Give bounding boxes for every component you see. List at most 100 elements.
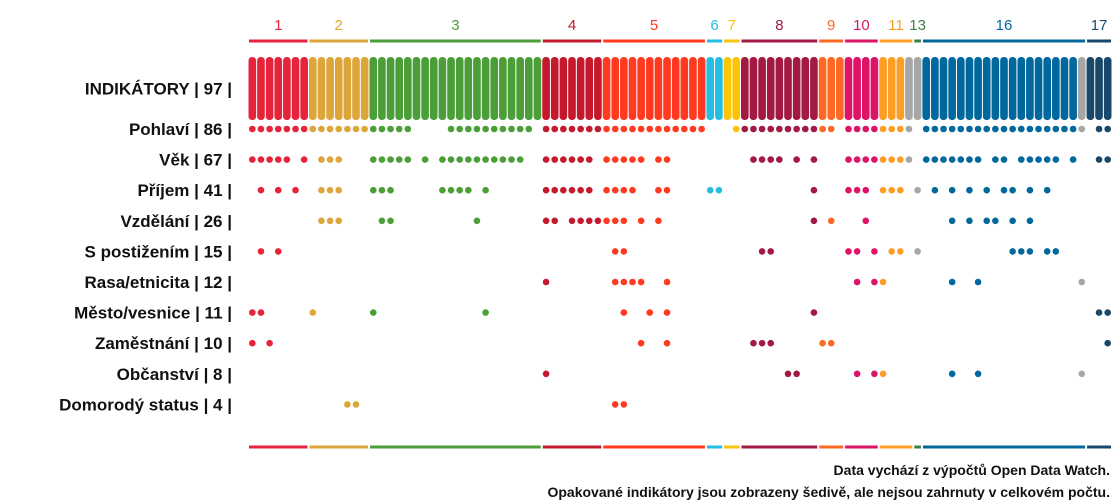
dot	[611, 278, 619, 286]
dot	[655, 186, 662, 194]
dot	[1009, 125, 1016, 133]
dot	[1009, 186, 1016, 194]
indicator-segment	[291, 57, 300, 120]
dot	[888, 186, 895, 194]
dot	[810, 217, 818, 225]
dot	[810, 186, 818, 194]
indicator-segment	[1017, 57, 1026, 120]
dot	[1095, 156, 1103, 163]
indicator-segment	[464, 57, 473, 120]
dot	[542, 370, 550, 378]
dot	[603, 217, 610, 225]
dot	[706, 186, 714, 194]
indicator-segment	[1086, 57, 1095, 120]
dot	[1026, 156, 1034, 163]
dot	[992, 217, 999, 225]
goal-number-13: 13	[909, 17, 926, 34]
dot	[551, 217, 559, 225]
dot	[318, 125, 325, 133]
dot	[655, 217, 662, 225]
indicator-segment	[758, 57, 766, 120]
dot	[300, 156, 308, 163]
dot	[309, 309, 317, 316]
dot	[888, 125, 895, 133]
row-label-zamestnani-10: Zaměstnání | 10 |	[95, 334, 232, 353]
dot	[1061, 125, 1068, 133]
dot	[672, 125, 679, 133]
dot	[1009, 248, 1016, 255]
dot	[335, 186, 343, 194]
indicator-segment	[386, 57, 395, 120]
dot	[361, 125, 368, 133]
dot	[387, 186, 394, 194]
dot	[663, 186, 671, 194]
indicator-segment	[732, 57, 740, 120]
dot	[542, 186, 550, 194]
dot	[827, 339, 835, 347]
dot	[827, 217, 835, 225]
dot	[845, 156, 852, 163]
dot	[1095, 309, 1103, 316]
dot	[378, 217, 386, 225]
dot	[326, 217, 334, 225]
dot	[914, 248, 921, 255]
indicator-bar	[248, 57, 1112, 120]
dot	[966, 186, 973, 194]
dot	[603, 156, 610, 163]
dot	[611, 217, 619, 225]
dot	[292, 125, 299, 133]
indicator-segment	[594, 57, 602, 120]
dot	[974, 125, 982, 133]
goal-number-1: 1	[274, 17, 282, 34]
dot	[456, 156, 463, 163]
dot	[465, 186, 472, 194]
dot	[516, 156, 524, 163]
dot	[948, 186, 956, 194]
dot	[758, 156, 766, 163]
dot	[767, 125, 775, 133]
dot	[741, 125, 749, 133]
indicator-segment	[1095, 57, 1103, 120]
dot	[620, 401, 628, 408]
dot	[499, 156, 507, 163]
dot	[257, 125, 265, 133]
dot	[369, 156, 377, 163]
dot	[1043, 156, 1051, 163]
indicator-segment	[671, 57, 680, 120]
dot	[344, 401, 351, 408]
indicator-segment	[620, 57, 628, 120]
dot	[447, 156, 455, 163]
dot	[931, 156, 939, 163]
indicator-segment	[369, 57, 378, 120]
dot	[439, 156, 446, 163]
dot	[318, 186, 325, 194]
dot	[369, 309, 377, 316]
dot	[292, 186, 299, 194]
indicator-segment	[792, 57, 801, 120]
goal-number-16: 16	[996, 17, 1013, 34]
dot	[274, 125, 282, 133]
dot	[326, 125, 334, 133]
dot	[646, 125, 654, 133]
dot	[1035, 125, 1042, 133]
dot	[1043, 125, 1051, 133]
dot	[620, 156, 628, 163]
dot	[1052, 156, 1060, 163]
dot	[395, 156, 403, 163]
dot	[266, 156, 273, 163]
indicator-segment	[645, 57, 654, 120]
dot	[637, 278, 645, 286]
dot	[568, 125, 576, 133]
dot	[966, 125, 973, 133]
indicator-segment	[481, 57, 490, 120]
dot	[1017, 248, 1025, 255]
indicator-segment	[853, 57, 861, 120]
dot	[646, 309, 654, 316]
row-label-obcanstvi-8: Občanství | 8 |	[117, 365, 232, 384]
indicator-segment	[447, 57, 455, 120]
dot	[1078, 125, 1086, 133]
indicator-segment	[766, 57, 775, 120]
dot	[594, 217, 602, 225]
dot	[681, 125, 688, 133]
